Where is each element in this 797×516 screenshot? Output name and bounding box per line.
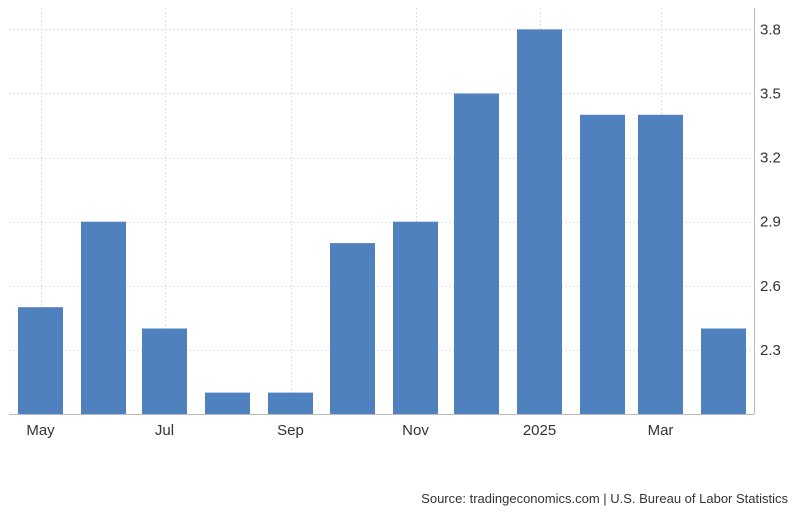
bar-sep — [268, 392, 313, 414]
bar-jun — [81, 221, 126, 414]
bar-feb — [580, 114, 625, 415]
y-tick-label: 3.2 — [760, 150, 781, 167]
y-tick-label: 2.6 — [760, 278, 781, 295]
bar-nov — [393, 221, 438, 414]
x-axis-tick-labels: May Jul Sep Nov 2025 Mar — [26, 422, 673, 439]
bar-dec — [454, 93, 499, 414]
x-tick-label: Mar — [648, 422, 674, 439]
bar-chart: May Jul Sep Nov 2025 Mar 2.3 2.6 2.9 3.2 3.5 3.8 — [9, 8, 781, 439]
y-tick-label: 3.8 — [760, 21, 781, 38]
x-tick-label: Sep — [277, 422, 304, 439]
y-tick-label: 2.9 — [760, 214, 781, 231]
bar-aug — [205, 392, 250, 414]
bar-2025 — [517, 29, 562, 415]
y-tick-label: 2.3 — [760, 342, 781, 359]
y-axis-tick-labels: 2.3 2.6 2.9 3.2 3.5 3.8 — [760, 21, 781, 359]
bars — [18, 29, 746, 415]
source-attribution: Source: tradingeconomics.com | U.S. Bure… — [421, 491, 788, 506]
horizontal-gridlines — [9, 29, 754, 351]
x-tick-label: Nov — [402, 422, 429, 439]
x-tick-label: 2025 — [523, 422, 556, 439]
y-tick-label: 3.5 — [760, 86, 781, 103]
bar-oct — [330, 243, 375, 414]
bar-apr — [701, 328, 746, 414]
x-tick-label: Jul — [155, 422, 174, 439]
bar-mar — [638, 114, 683, 415]
x-tick-label: May — [26, 422, 55, 439]
bar-may — [18, 307, 63, 414]
bar-jul — [142, 328, 187, 414]
